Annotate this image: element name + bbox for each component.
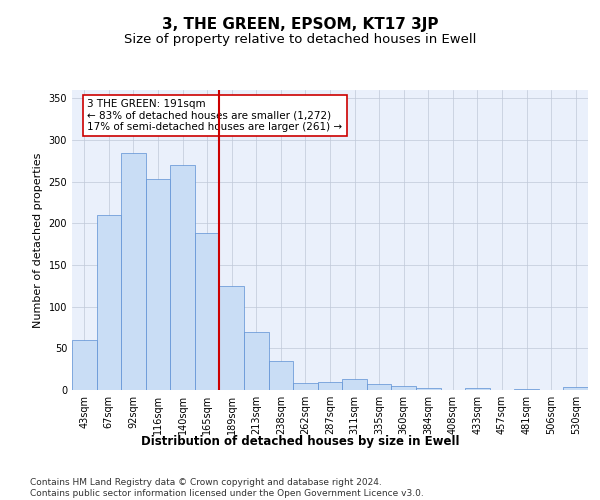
Bar	[465, 388, 490, 390]
Bar	[563, 386, 588, 390]
Bar	[97, 215, 121, 390]
Bar	[367, 384, 391, 390]
Bar	[170, 165, 195, 390]
Bar	[195, 234, 220, 390]
Bar	[416, 388, 440, 390]
Bar	[220, 286, 244, 390]
Bar	[244, 332, 269, 390]
Bar	[391, 386, 416, 390]
Bar	[72, 340, 97, 390]
Bar	[514, 389, 539, 390]
Bar	[318, 382, 342, 390]
Bar	[269, 361, 293, 390]
Y-axis label: Number of detached properties: Number of detached properties	[33, 152, 43, 328]
Bar	[342, 379, 367, 390]
Text: Contains HM Land Registry data © Crown copyright and database right 2024.
Contai: Contains HM Land Registry data © Crown c…	[30, 478, 424, 498]
Bar	[293, 384, 318, 390]
Text: 3, THE GREEN, EPSOM, KT17 3JP: 3, THE GREEN, EPSOM, KT17 3JP	[162, 18, 438, 32]
Text: 3 THE GREEN: 191sqm
← 83% of detached houses are smaller (1,272)
17% of semi-det: 3 THE GREEN: 191sqm ← 83% of detached ho…	[88, 99, 343, 132]
Text: Distribution of detached houses by size in Ewell: Distribution of detached houses by size …	[141, 435, 459, 448]
Bar	[146, 179, 170, 390]
Bar	[121, 152, 146, 390]
Text: Size of property relative to detached houses in Ewell: Size of property relative to detached ho…	[124, 32, 476, 46]
